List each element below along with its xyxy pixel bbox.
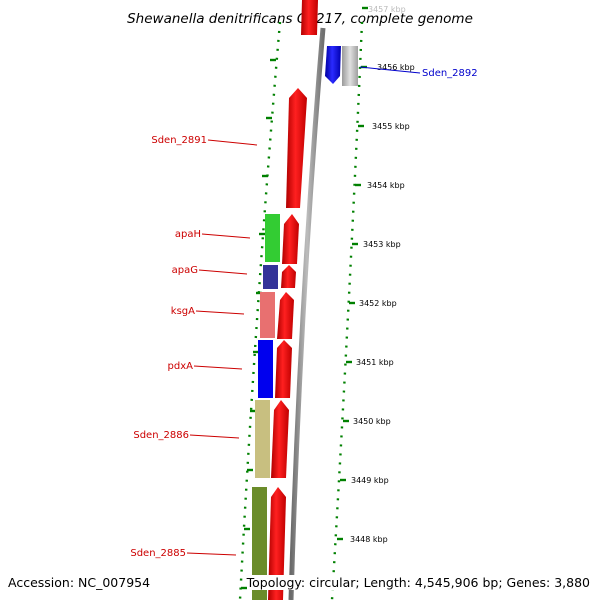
gene-label-pdxA: pdxA xyxy=(168,361,194,372)
gene-labels: Sden_2891 apaH apaG ksgA pdxA Sden_2886 … xyxy=(130,68,477,559)
cds-arrow-Sden_2891 xyxy=(286,88,307,208)
category-box-apaH xyxy=(265,214,280,262)
forward-cds-track xyxy=(268,0,318,600)
gene-label-apaH: apaH xyxy=(175,229,201,240)
label-leader-lines xyxy=(186,66,421,556)
cds-arrow-Sden_2892 xyxy=(325,46,341,84)
map-title: Shewanella denitrificans OS217, complete… xyxy=(127,11,473,27)
tick-label: 3448 kbp xyxy=(350,535,388,544)
tick-label: 3457 kbp xyxy=(368,5,406,14)
category-box-apaG xyxy=(263,265,278,289)
topology-text: Topology: circular; Length: 4,545,906 bp… xyxy=(246,575,590,590)
cds-arrow-top xyxy=(301,0,318,35)
tick-labels: 3457 kbp 3456 kbp 3455 kbp 3454 kbp 3453… xyxy=(350,5,415,544)
gene-label-Sden_2886: Sden_2886 xyxy=(133,430,189,441)
cds-arrow-Sden_2886 xyxy=(271,400,289,478)
gene-label-ksgA: ksgA xyxy=(171,306,195,317)
tick-label: 3455 kbp xyxy=(372,122,410,131)
accession-text: Accession: NC_007954 xyxy=(8,575,151,590)
tick-label: 3454 kbp xyxy=(367,181,405,190)
category-track xyxy=(252,214,280,600)
category-box-Sden_2886 xyxy=(255,400,270,478)
reverse-cds-track xyxy=(325,46,358,86)
gene-box-Sden_2892 xyxy=(342,46,358,86)
tick-label: 3451 kbp xyxy=(356,358,394,367)
tick-label: 3453 kbp xyxy=(363,240,401,249)
cds-arrow-pdxA xyxy=(275,340,292,398)
outer-tick-ring xyxy=(238,21,282,600)
category-box-pdxA xyxy=(258,340,273,398)
tick-label: 3452 kbp xyxy=(359,299,397,308)
genome-backbone xyxy=(288,27,326,600)
gene-label-Sden_2892: Sden_2892 xyxy=(422,68,478,79)
gene-label-Sden_2891: Sden_2891 xyxy=(151,135,207,146)
category-box-ksgA xyxy=(260,292,275,338)
inner-tick-ring xyxy=(330,21,364,600)
category-box-Sden_2885 xyxy=(252,487,267,600)
cds-arrow-ksgA xyxy=(277,292,294,339)
cds-arrow-apaG xyxy=(281,265,296,288)
gene-label-apaG: apaG xyxy=(172,265,198,276)
cds-arrow-apaH xyxy=(282,214,299,264)
inner-major-ticks xyxy=(337,6,368,541)
gene-label-Sden_2885: Sden_2885 xyxy=(130,548,186,559)
cds-arrow-Sden_2885 xyxy=(268,487,286,600)
tick-label: 3450 kbp xyxy=(353,417,391,426)
tick-label: 3456 kbp xyxy=(377,63,415,72)
tick-label: 3449 kbp xyxy=(351,476,389,485)
